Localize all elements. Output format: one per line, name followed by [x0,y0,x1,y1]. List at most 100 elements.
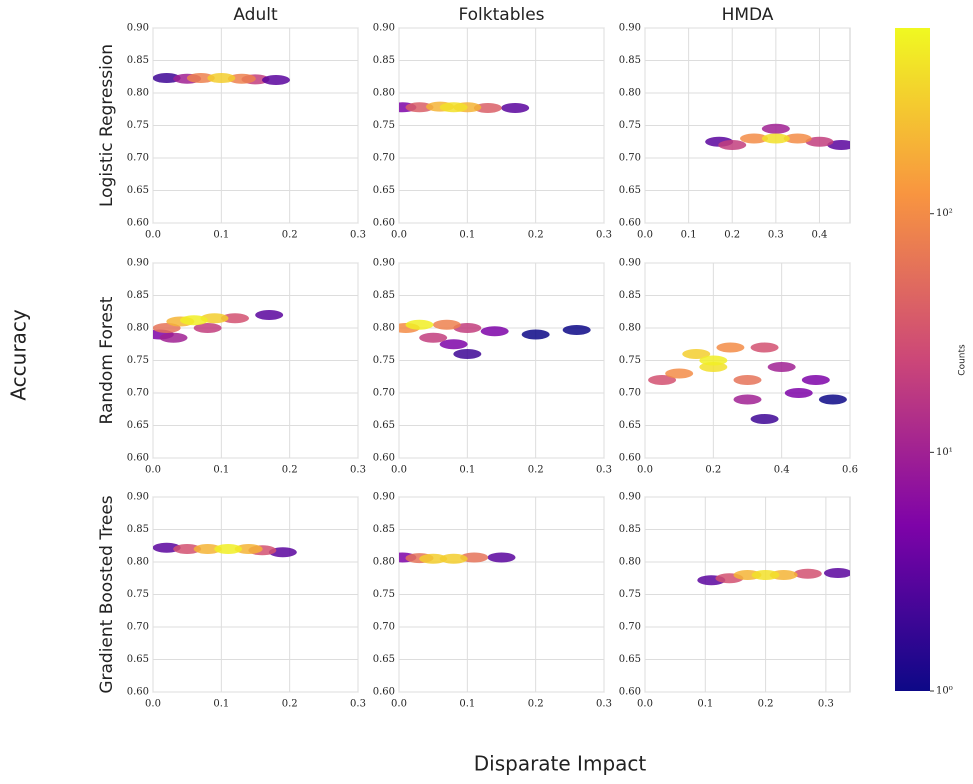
y-tick-label: 0.65 [373,654,395,665]
x-tick-label: 0.0 [637,699,653,710]
panel: 0.0 0.1 0.2 0.3 0.60 0.65 0.70 0.75 0.80 0.85 0.90… [373,5,612,241]
x-tick-label: 0.2 [528,699,544,710]
y-tick-label: 0.65 [619,185,641,196]
x-tick-label: 0.1 [213,699,229,710]
marks [399,319,591,359]
y-tick-label: 0.70 [127,622,149,633]
y-tick-label: 0.65 [127,420,149,431]
hex-bin [439,553,468,564]
y-tick-label: 0.75 [127,120,149,131]
x-tick-label: 0.3 [596,465,612,476]
y-tick-label: 0.90 [127,492,149,503]
y-tick-label: 0.65 [127,185,149,196]
panel-ylabel: Logistic Regression [97,44,117,207]
x-tick-label: 0.4 [812,230,828,241]
y-tick-label: 0.75 [619,589,641,600]
hex-bin [186,73,215,84]
hex-bin [751,570,780,580]
hex-bin [153,73,181,84]
hex-bin [405,319,434,330]
colorbar [895,28,930,691]
hex-bin [221,313,249,324]
y-tick-label: 0.90 [373,258,395,269]
marks [153,73,290,85]
y-tick-label: 0.70 [373,622,395,633]
y-tick-label: 0.85 [373,290,395,301]
panel: 0.0 0.1 0.2 0.3 0.60 0.65 0.70 0.75 0.80 0.85 0.90 [373,258,612,476]
y-tick-label: 0.70 [619,622,641,633]
marks [648,342,847,424]
marks [399,101,530,113]
panel-ylabel: Random Forest [97,296,117,424]
x-tick-label: 0.2 [528,230,544,241]
y-tick-label: 0.75 [127,355,149,366]
panel-ylabel: Gradient Boosted Trees [97,495,117,693]
x-tick-label: 0.1 [459,699,475,710]
y-tick-label: 0.60 [373,218,395,229]
x-tick-label: 0.3 [350,699,366,710]
y-tick-label: 0.65 [619,420,641,431]
marks [705,123,850,150]
hex-bin [439,339,468,350]
y-tick-label: 0.80 [619,557,641,568]
y-tick-label: 0.65 [619,654,641,665]
y-tick-label: 0.80 [373,323,395,334]
x-tick-label: 0.0 [391,465,407,476]
hex-bin [718,140,747,150]
y-tick-label: 0.80 [619,323,641,334]
hex-bin [805,136,834,147]
hex-bin [173,544,202,554]
x-tick-label: 0.1 [213,230,229,241]
marks [399,552,516,564]
hex-bin [733,375,762,385]
panel: 0.0 0.1 0.2 0.3 0.60 0.65 0.70 0.75 0.80 0.85 0.90 [619,492,851,710]
x-tick-label: 0.2 [528,465,544,476]
figure-ylabel: Accuracy [7,309,31,400]
hex-bin [648,375,677,385]
hex-bin [501,102,530,113]
x-tick-label: 0.6 [842,465,858,476]
hex-bin [214,544,243,554]
x-tick-label: 0.3 [596,699,612,710]
panel: 0.0 0.1 0.2 0.3 0.60 0.65 0.70 0.75 0.80 0.85 0.90… [97,492,366,710]
panel-title: HMDA [722,5,774,25]
y-tick-label: 0.75 [127,589,149,600]
y-tick-label: 0.85 [127,290,149,301]
y-tick-label: 0.90 [619,23,641,34]
y-tick-label: 0.85 [619,290,641,301]
colorbar-tick-label: 10² [936,208,953,219]
y-tick-label: 0.70 [619,388,641,399]
hex-bin [439,102,468,113]
x-tick-label: 0.2 [705,465,721,476]
x-tick-label: 0.2 [758,699,774,710]
y-tick-label: 0.90 [127,258,149,269]
hex-bin [262,75,290,85]
panel: 0.0 0.1 0.2 0.3 0.60 0.65 0.70 0.75 0.80 0.85 0.90 [373,492,612,710]
hex-bin [562,324,591,335]
figure-xlabel: Disparate Impact [474,752,647,776]
hex-bin [227,73,256,84]
x-tick-label: 0.3 [350,465,366,476]
x-tick-label: 0.0 [637,230,653,241]
y-tick-label: 0.70 [619,153,641,164]
x-tick-label: 0.0 [145,230,161,241]
hex-bin [180,315,208,326]
x-tick-label: 0.0 [637,465,653,476]
y-tick-label: 0.70 [127,388,149,399]
x-tick-label: 0.1 [459,465,475,476]
x-tick-label: 0.1 [697,699,713,710]
x-tick-label: 0.3 [596,230,612,241]
hex-bin [665,368,694,379]
y-tick-label: 0.90 [619,258,641,269]
panel: 0.0 0.2 0.4 0.6 0.60 0.65 0.70 0.75 0.80 0.85 0.90 [619,258,858,476]
y-tick-label: 0.75 [373,589,395,600]
hex-bin [716,342,745,353]
x-tick-label: 0.3 [818,699,834,710]
hex-bin [255,310,284,320]
x-tick-label: 0.2 [282,465,298,476]
y-tick-label: 0.90 [619,492,641,503]
hex-bin [234,544,263,554]
y-tick-label: 0.75 [619,120,641,131]
hex-bin [159,332,188,343]
